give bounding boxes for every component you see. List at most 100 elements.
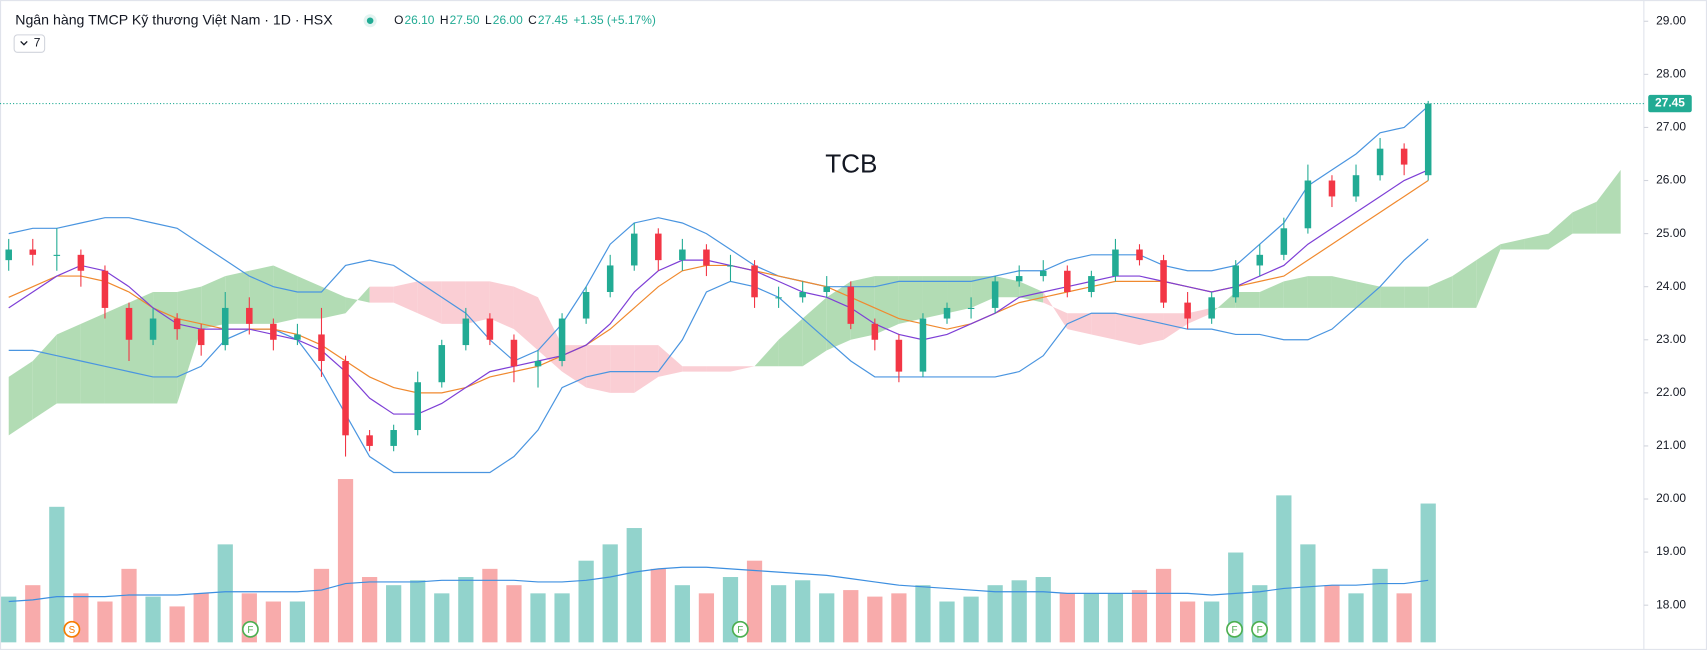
cloud-segment: [393, 281, 418, 314]
volume-bar: [602, 544, 618, 643]
candle-body: [1015, 276, 1023, 282]
cloud-segment: [826, 281, 851, 351]
volume-bar: [25, 585, 41, 643]
candle-body: [53, 254, 61, 256]
candle-body: [149, 318, 157, 340]
volume-bar: [1179, 601, 1196, 643]
candle-body: [1136, 249, 1143, 261]
ohlc-key: H: [440, 13, 449, 27]
y-tick-label: 21.00: [1656, 438, 1686, 452]
cloud-segment: [1211, 291, 1236, 314]
cloud-segment: [201, 276, 226, 330]
candle-body: [270, 323, 277, 340]
volume-bar: [1155, 568, 1172, 643]
volume-bar: [770, 585, 787, 643]
ohlc-key: O: [394, 13, 403, 27]
volume-bar: [1, 596, 17, 643]
cloud-segment: [995, 276, 1020, 298]
volume-layer: [1, 479, 1436, 643]
volume-bar: [650, 568, 666, 643]
indicator-toggle[interactable]: [13, 34, 46, 53]
candle-body: [1352, 175, 1360, 197]
volume-bar: [1107, 593, 1124, 643]
candle-body: [799, 291, 806, 298]
volume-bar: [915, 585, 931, 643]
candle-body: [366, 435, 373, 446]
volume-bar: [458, 577, 474, 643]
indicator-layer: [8, 105, 1429, 603]
cloud-segment: [586, 345, 611, 393]
candle-body: [125, 307, 133, 340]
volume-bar: [987, 585, 1003, 643]
y-tick-label: 22.00: [1656, 385, 1686, 399]
event-markers: S F F F F: [63, 620, 1269, 638]
y-tick-label: 19.00: [1656, 544, 1686, 558]
candle-body: [390, 430, 397, 446]
cloud-segment: [104, 302, 130, 404]
volume-bar: [578, 560, 594, 643]
cloud-segment: [971, 276, 996, 308]
candle-body: [751, 265, 758, 298]
cloud-segment: [1235, 291, 1260, 308]
candle-body: [1400, 148, 1408, 165]
cloud-segment: [922, 276, 948, 319]
candle-body: [462, 318, 470, 346]
cloud-segment: [1596, 169, 1621, 234]
candle-body: [246, 307, 253, 324]
volume-bar: [1276, 495, 1292, 643]
candle-body: [606, 265, 614, 292]
cloud-segment: [562, 345, 587, 388]
cloud-segment: [874, 276, 899, 335]
candle-body: [342, 361, 349, 436]
event-label: F: [1232, 625, 1238, 636]
volume-bar: [49, 506, 65, 643]
symbol-title: Ngân hàng TMCP Kỹ thương Việt Nam · 1D ·…: [15, 11, 333, 27]
cloud-segment: [1259, 281, 1284, 308]
cloud-segment: [80, 313, 105, 404]
cloud-segment: [898, 276, 923, 324]
candle-body: [895, 339, 903, 372]
volume-bar: [530, 593, 546, 643]
cloud-segment: [32, 334, 57, 420]
y-tick-label: 25.00: [1656, 226, 1686, 240]
candle-body: [1208, 297, 1215, 319]
candle-body: [1088, 276, 1095, 292]
bollinger-upper: [8, 105, 1429, 362]
watermark: TCB: [825, 148, 877, 178]
cloud-segment: [273, 265, 298, 324]
candle-body: [414, 382, 421, 431]
volume-bar: [867, 596, 883, 643]
candle-body: [29, 249, 37, 255]
volume-bar: [1083, 593, 1099, 643]
event-marker[interactable]: [241, 620, 259, 638]
chevron-icon: [20, 40, 28, 46]
candle-body: [630, 233, 638, 266]
event-marker[interactable]: [63, 620, 81, 638]
event-marker[interactable]: [731, 620, 749, 638]
cloud-segment: [249, 265, 274, 324]
event-marker[interactable]: [1226, 620, 1243, 638]
ohlc-value: 27.45: [538, 13, 568, 27]
volume-bar: [1059, 593, 1075, 643]
candle-body: [1376, 148, 1384, 176]
candle-body: [991, 281, 999, 308]
ohlc-value: 27.50: [450, 13, 480, 27]
candle-body: [727, 265, 734, 267]
candle-body: [703, 249, 710, 266]
candle-body: [534, 361, 542, 367]
event-marker[interactable]: [1251, 620, 1269, 638]
candle-layer: [5, 100, 1432, 457]
volume-bar: [217, 544, 233, 643]
cloud-segment: [489, 281, 514, 330]
volume-bar: [145, 596, 161, 643]
cloud-segment: [1187, 307, 1212, 324]
volume-bar: [313, 568, 330, 643]
indicator-count: 7: [34, 36, 41, 50]
candle-body: [1328, 180, 1336, 197]
axis-layer: 18.00 19.00 20.00 21.00 22.00 23.00 24.00 25.00…: [0, 13, 1692, 611]
volume-bar: [1228, 552, 1244, 643]
volume-bar: [795, 580, 811, 643]
cloud-segment: [682, 366, 707, 372]
cloud-segment: [225, 270, 250, 324]
